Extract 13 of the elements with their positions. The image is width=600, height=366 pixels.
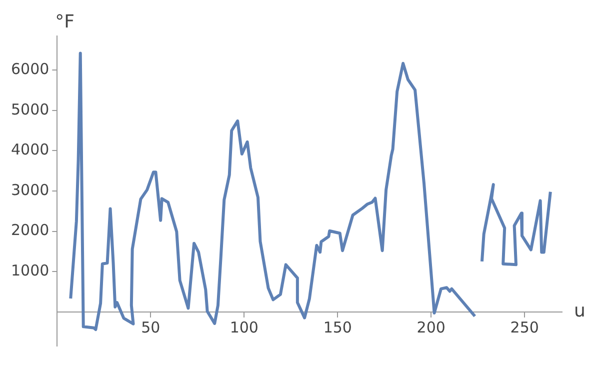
y-tick-label: 6000 [10,60,50,78]
y-tick-label: 4000 [10,140,50,159]
x-tick-label: 100 [230,318,258,337]
y-tick-label: 2000 [10,221,50,240]
y-tick-label: 5000 [10,100,50,118]
y-axis-title: °F [55,12,75,33]
y-tick-label: 1000 [10,261,50,280]
x-axis-title: u [574,300,586,322]
x-tick-label: 50 [141,318,160,337]
y-tick-label: 3000 [10,180,50,199]
x-tick-label: 150 [323,318,352,337]
x-tick-label: 200 [416,318,446,337]
x-tick-label: 250 [510,318,539,337]
